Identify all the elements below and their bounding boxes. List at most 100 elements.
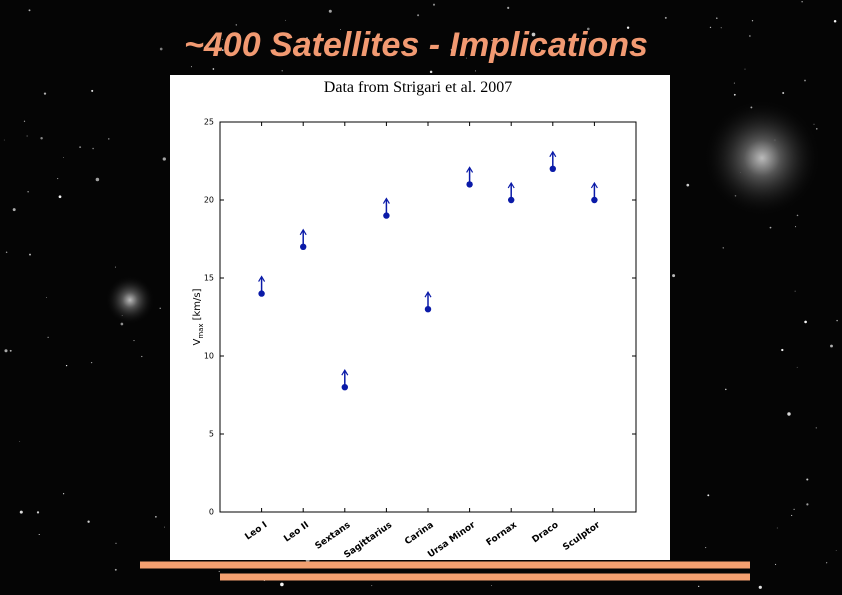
slide-title: ~400 Satellites - Implications — [184, 26, 648, 64]
star — [432, 3, 436, 6]
star — [133, 340, 135, 342]
limit-arrowhead — [382, 197, 390, 204]
star — [782, 91, 785, 95]
star — [698, 585, 700, 588]
star — [835, 550, 837, 551]
limit-arrowhead — [549, 150, 557, 158]
star — [804, 79, 806, 82]
data-point — [466, 181, 473, 188]
star — [114, 568, 117, 571]
star — [58, 195, 62, 199]
star — [222, 38, 224, 40]
star — [12, 208, 16, 212]
star — [108, 138, 110, 140]
y-label-sub: max — [197, 323, 205, 338]
star — [720, 27, 722, 29]
y-tick-label: 25 — [204, 118, 214, 127]
star — [664, 16, 667, 19]
star — [796, 214, 799, 217]
star — [4, 349, 8, 353]
star — [36, 511, 40, 514]
star — [744, 68, 746, 70]
star — [29, 253, 31, 256]
star — [793, 508, 795, 510]
limit-arrowhead — [299, 228, 307, 236]
star — [587, 38, 589, 40]
star — [794, 290, 796, 292]
star — [95, 177, 100, 182]
star — [722, 247, 724, 249]
star — [775, 563, 777, 565]
star — [281, 70, 283, 72]
star — [450, 49, 453, 51]
star — [23, 120, 26, 122]
star — [141, 355, 143, 358]
star — [9, 349, 12, 352]
star — [531, 32, 536, 37]
star — [65, 364, 68, 367]
star — [371, 585, 373, 587]
star — [280, 582, 284, 587]
star — [707, 494, 710, 497]
star — [235, 24, 238, 26]
star — [733, 93, 736, 96]
star — [801, 1, 803, 3]
chart-subtitle: Data from Strigari et al. 2007 — [324, 79, 512, 96]
y-axis-label: Vmax [km/s] — [192, 288, 205, 345]
star — [91, 89, 94, 92]
data-point — [508, 196, 515, 204]
star — [705, 547, 707, 549]
y-tick-label: 5 — [209, 430, 214, 439]
star — [306, 37, 308, 39]
star — [769, 226, 772, 229]
y-tick-label: 20 — [204, 196, 214, 205]
star — [429, 70, 433, 74]
star — [159, 307, 161, 309]
star — [38, 533, 40, 536]
star — [804, 320, 807, 324]
data-point — [591, 196, 598, 204]
star — [417, 14, 420, 17]
star — [791, 514, 793, 516]
star — [162, 157, 166, 161]
y-label-unit: [km/s] — [192, 288, 203, 320]
star — [816, 128, 818, 130]
limit-arrowhead — [341, 369, 349, 376]
y-tick-label: 15 — [204, 274, 214, 283]
star — [475, 70, 476, 72]
star — [218, 570, 220, 572]
star — [90, 361, 93, 364]
star — [672, 274, 676, 278]
y-label-main: V — [192, 339, 203, 346]
star — [538, 48, 540, 51]
chart-panel — [170, 75, 670, 560]
star — [758, 585, 762, 589]
data-point — [549, 165, 556, 172]
star — [5, 251, 8, 254]
star — [221, 49, 224, 51]
star — [751, 20, 754, 22]
data-point — [300, 243, 307, 250]
limit-arrowhead — [424, 291, 432, 298]
star — [781, 348, 784, 352]
data-point — [383, 212, 390, 219]
star — [19, 441, 21, 442]
star — [47, 336, 49, 338]
star — [155, 516, 157, 518]
star — [114, 266, 116, 268]
star — [63, 493, 65, 495]
data-point — [258, 290, 265, 297]
star — [46, 297, 47, 298]
star — [626, 26, 630, 29]
y-tick-label: 10 — [204, 352, 214, 361]
star — [340, 29, 341, 31]
star — [463, 49, 465, 51]
star — [709, 26, 712, 29]
star — [806, 478, 809, 481]
star — [490, 585, 492, 587]
y-tick-label: 0 — [209, 508, 214, 517]
star — [507, 6, 510, 9]
data-point — [341, 384, 348, 391]
